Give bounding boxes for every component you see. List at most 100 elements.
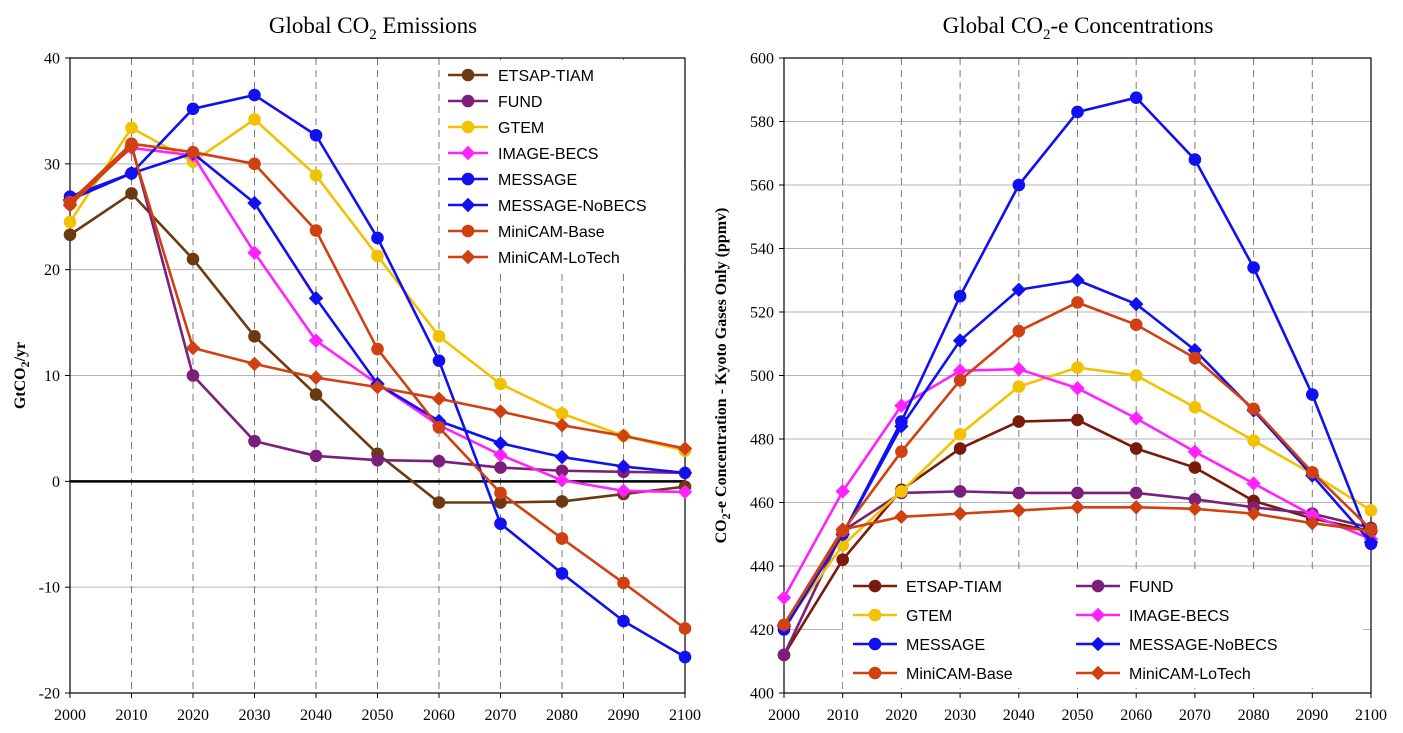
data-point <box>1012 178 1026 192</box>
data-point <box>1306 388 1319 401</box>
legend-swatch-marker <box>461 224 475 238</box>
data-point <box>493 436 508 451</box>
data-point <box>616 428 631 444</box>
emissions-title: Global CO2 Emissions <box>269 13 477 43</box>
legend-swatch-marker <box>461 94 475 108</box>
x-tick-label: 2090 <box>1296 707 1328 724</box>
y-tick-label: 40 <box>44 51 60 68</box>
data-point <box>555 495 569 508</box>
data-point <box>1129 369 1143 382</box>
data-point <box>617 576 630 590</box>
data-point <box>952 506 968 521</box>
data-point <box>371 342 384 356</box>
x-tick-label: 2100 <box>669 707 701 724</box>
data-point <box>248 434 261 448</box>
data-point <box>554 473 570 488</box>
data-point <box>1012 415 1026 428</box>
legend-swatch-marker <box>1090 636 1106 652</box>
title-tail: Emissions <box>377 13 477 38</box>
data-point <box>555 567 569 580</box>
data-point <box>1188 400 1202 414</box>
legend-entry-label: MESSAGE-NoBECS <box>498 198 646 215</box>
y-tick-label: 30 <box>44 156 60 173</box>
data-point <box>1071 486 1084 500</box>
x-tick-label: 2070 <box>1179 707 1211 724</box>
data-point <box>494 461 507 474</box>
data-point <box>1012 380 1026 393</box>
data-point <box>1364 504 1378 517</box>
legend-swatch-marker <box>461 172 475 186</box>
data-point <box>952 333 968 348</box>
ylabel-tail: -e Concentration - Kyoto Gases Only (ppm… <box>713 208 730 514</box>
data-point <box>616 459 631 474</box>
title-subscript: 2 <box>1043 27 1051 43</box>
x-tick-label: 2020 <box>177 707 209 724</box>
legend-swatch-marker <box>868 637 882 651</box>
legend-entry-label: MESSAGE <box>498 172 577 189</box>
data-point <box>63 215 77 229</box>
data-point <box>186 369 200 382</box>
data-point <box>308 333 324 348</box>
legend-entry-label: GTEM <box>498 120 544 137</box>
data-point <box>1187 444 1203 459</box>
data-point <box>308 370 324 385</box>
data-point <box>835 484 850 499</box>
data-point <box>248 88 261 102</box>
legend-entry-label: MiniCAM-LoTech <box>1129 666 1251 683</box>
data-point <box>63 228 77 242</box>
y-tick-label: 10 <box>44 368 60 385</box>
data-point <box>1247 434 1260 447</box>
data-point <box>1246 476 1261 491</box>
x-tick-label: 2070 <box>485 707 517 724</box>
series-minicam-lotech <box>62 139 693 456</box>
y-tick-label: 500 <box>750 368 774 385</box>
data-point <box>1011 282 1027 297</box>
y-tick-label: 400 <box>750 686 774 703</box>
data-point <box>617 614 630 628</box>
data-point <box>309 388 323 401</box>
data-point <box>1306 466 1319 479</box>
x-tick-label: 2050 <box>1062 707 1094 724</box>
data-point <box>247 356 262 372</box>
data-point <box>309 169 323 182</box>
data-point <box>493 404 508 419</box>
data-point <box>555 407 569 420</box>
y-tick-label: 0 <box>52 474 60 491</box>
data-point <box>124 166 139 181</box>
legend-swatch-marker <box>460 145 476 161</box>
data-point <box>432 354 446 367</box>
data-point <box>895 485 908 498</box>
data-point <box>1070 380 1085 396</box>
data-point <box>371 249 384 263</box>
emissions-panel: Global CO2 EmissionsGtCO2/yr-20-10010203… <box>12 13 701 724</box>
data-point <box>677 441 693 456</box>
data-point <box>308 291 324 306</box>
legend-entry-label: FUND <box>498 94 542 111</box>
legend-swatch-marker <box>868 608 882 622</box>
x-tick-label: 2040 <box>300 707 332 724</box>
y-tick-label: 480 <box>750 432 774 449</box>
data-point <box>1071 105 1084 119</box>
title-main: Global CO <box>269 13 369 38</box>
data-point <box>1247 402 1260 416</box>
data-point <box>953 442 967 455</box>
legend-swatch-marker <box>461 120 475 134</box>
y-tick-label: 460 <box>750 495 774 512</box>
concentration-legend: ETSAP-TIAM FUND GTEM IMAGE-BECS MESSAGE MESSA… <box>843 570 1363 688</box>
data-point <box>1363 523 1379 539</box>
series-minicam-base <box>63 137 692 635</box>
data-point <box>1071 361 1084 374</box>
data-point <box>1128 500 1144 515</box>
legend-swatch-marker <box>461 68 475 82</box>
legend-swatch-marker <box>1091 579 1105 593</box>
x-tick-label: 2050 <box>362 707 394 724</box>
y-tick-label: 440 <box>750 559 774 576</box>
concentration-y-axis-label: CO2-e Concentration - Kyoto Gases Only (… <box>713 208 733 544</box>
data-point <box>493 447 508 463</box>
legend-swatch-marker <box>1090 607 1106 623</box>
data-point <box>953 373 967 387</box>
data-point <box>1011 361 1027 377</box>
data-point <box>894 509 909 524</box>
